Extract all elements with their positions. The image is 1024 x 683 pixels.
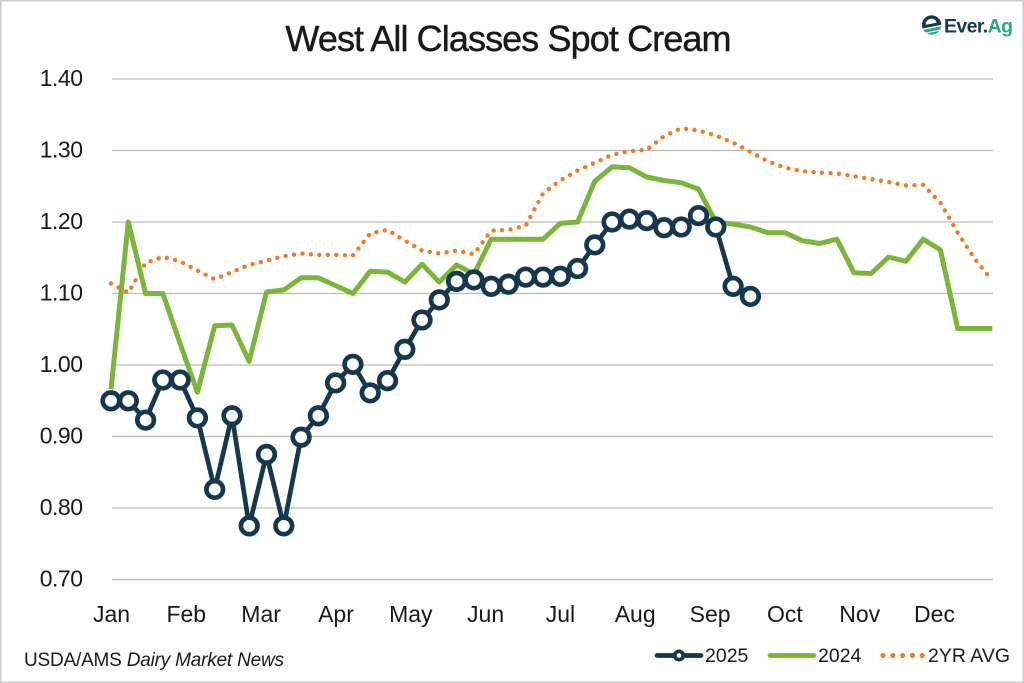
svg-text:Dec: Dec: [914, 601, 955, 627]
svg-text:2YR AVG: 2YR AVG: [928, 645, 1010, 667]
svg-text:Apr: Apr: [318, 601, 354, 627]
svg-text:West All Classes Spot Cream: West All Classes Spot Cream: [285, 18, 730, 59]
svg-text:Ever.Ag: Ever.Ag: [944, 16, 1012, 38]
svg-text:USDA/AMS Dairy Market News: USDA/AMS Dairy Market News: [24, 650, 284, 671]
svg-text:0.70: 0.70: [40, 566, 83, 592]
svg-text:1.30: 1.30: [40, 137, 83, 163]
svg-text:1.10: 1.10: [40, 280, 83, 306]
svg-text:0.90: 0.90: [40, 423, 83, 449]
svg-text:Feb: Feb: [166, 601, 206, 627]
svg-text:2025: 2025: [705, 645, 749, 667]
svg-text:Jul: Jul: [546, 601, 575, 627]
svg-text:0.80: 0.80: [40, 494, 83, 520]
svg-text:1.20: 1.20: [40, 208, 83, 234]
svg-text:Oct: Oct: [767, 601, 803, 627]
svg-text:Aug: Aug: [615, 601, 656, 627]
svg-text:Nov: Nov: [839, 601, 880, 627]
svg-text:Jun: Jun: [467, 601, 504, 627]
svg-text:Jan: Jan: [93, 601, 130, 627]
svg-text:Mar: Mar: [241, 601, 281, 627]
svg-text:1.00: 1.00: [40, 351, 83, 377]
svg-text:May: May: [389, 601, 433, 627]
svg-text:Sep: Sep: [690, 601, 731, 627]
svg-text:1.40: 1.40: [40, 65, 83, 91]
svg-text:2024: 2024: [818, 645, 862, 667]
